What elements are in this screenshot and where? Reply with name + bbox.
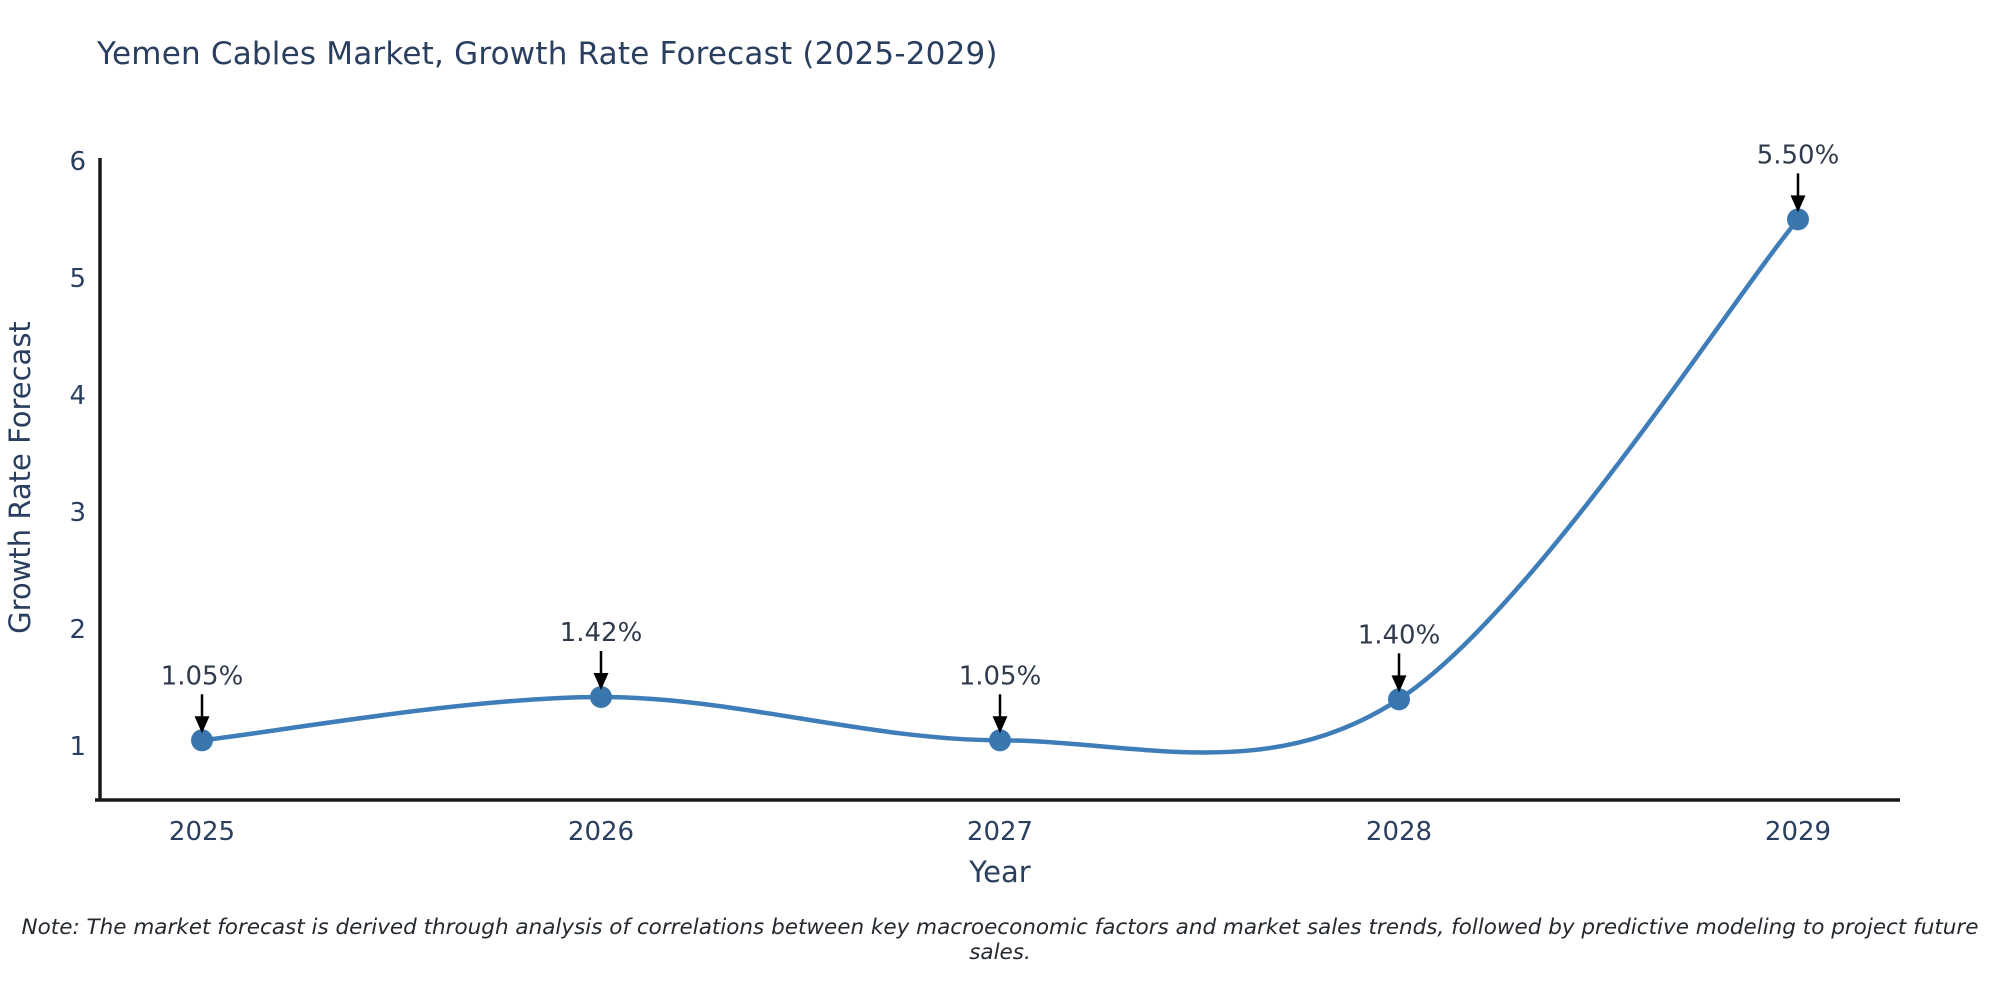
chart-footnote: Note: The market forecast is derived thr… [21, 915, 1979, 965]
annotation-arrowhead [992, 716, 1008, 734]
data-point-label: 1.40% [1358, 620, 1441, 650]
data-point-marker [1388, 688, 1410, 711]
y-tick-label: 1 [69, 732, 86, 762]
y-axis-title: Growth Rate Forecast [3, 321, 37, 634]
forecast-line [199, 217, 1801, 755]
annotation-arrowhead [593, 672, 609, 690]
data-point-label: 1.05% [959, 661, 1042, 691]
x-tick-label: 2028 [1366, 817, 1432, 847]
data-point-marker [590, 685, 612, 708]
data-point-marker [191, 729, 213, 752]
data-point-marker [989, 729, 1011, 752]
y-tick-label: 2 [69, 615, 86, 645]
x-tick-label: 2029 [1765, 817, 1831, 847]
x-tick-label: 2025 [169, 817, 235, 847]
y-tick-label: 6 [69, 147, 86, 177]
data-point-label: 1.42% [560, 618, 643, 648]
x-axis-title: Year [968, 855, 1030, 889]
chart-title: Yemen Cables Market, Growth Rate Forecas… [97, 36, 998, 72]
y-tick-label: 4 [69, 381, 86, 411]
annotation-arrowhead [1391, 675, 1407, 693]
data-point-label: 1.05% [161, 661, 244, 691]
y-tick-label: 5 [69, 264, 86, 294]
y-tick-label: 3 [69, 498, 86, 528]
data-point-label: 5.50% [1757, 140, 1840, 170]
x-tick-label: 2027 [967, 817, 1033, 847]
data-point-marker [1787, 208, 1809, 231]
x-tick-label: 2026 [568, 817, 634, 847]
annotation-arrowhead [194, 716, 210, 734]
annotation-arrowhead [1790, 195, 1806, 213]
